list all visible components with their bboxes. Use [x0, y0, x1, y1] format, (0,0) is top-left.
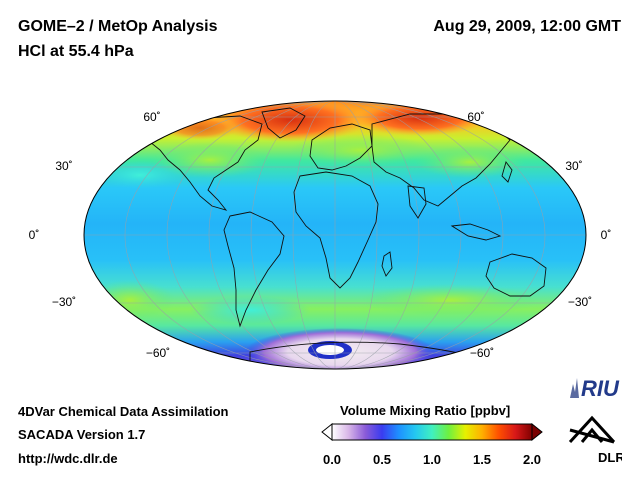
colorbar-tick-label: 2.0: [522, 452, 542, 467]
dlr-logo-text: DLR: [598, 450, 622, 465]
colorbar-title: Volume Mixing Ratio [ppbv]: [340, 403, 511, 418]
map-subtitle: HCl at 55.4 hPa: [18, 43, 134, 60]
colorbar-tick-label: 1.5: [472, 452, 492, 467]
lat-label-0-right: 0˚: [601, 228, 612, 242]
footer-url: http://wdc.dlr.de: [18, 451, 118, 466]
lat-label-30s-left: −30˚: [52, 295, 76, 309]
colorbar-tick-label: 0.0: [322, 452, 342, 467]
hcl-field: [84, 101, 586, 369]
world-map: 60˚ 60˚ 30˚ 30˚ 0˚ 0˚ −30˚ −30˚ −60˚ −60…: [29, 100, 612, 370]
lat-label-60s-right: −60˚: [470, 346, 494, 360]
dlr-emblem-icon: [568, 415, 616, 444]
lat-label-30n-left: 30˚: [55, 159, 72, 173]
colorbar-tick-label: 1.0: [422, 452, 442, 467]
lat-label-60n-left: 60˚: [143, 110, 160, 124]
colorbar-tick-label: 0.5: [372, 452, 392, 467]
analysis-datetime: Aug 29, 2009, 12:00 GMT: [433, 18, 621, 35]
lat-label-0-left: 0˚: [29, 228, 40, 242]
riu-logo-text: RIU: [581, 376, 620, 401]
colorbar: [321, 422, 543, 442]
map-title: GOME–2 / MetOp Analysis: [18, 18, 218, 35]
footer-method: 4DVar Chemical Data Assimilation: [18, 404, 229, 419]
colorbar-gradient: [331, 423, 533, 441]
riu-emblem-icon: [570, 378, 579, 398]
lat-label-60n-right: 60˚: [467, 110, 484, 124]
globe-outline: [83, 100, 587, 370]
lat-label-30n-right: 30˚: [565, 159, 582, 173]
riu-logo: RIU: [567, 372, 627, 407]
colorbar-min-arrow: [321, 422, 333, 442]
lat-label-60s-left: −60˚: [146, 346, 170, 360]
coastlines: [149, 107, 567, 369]
lat-label-30s-right: −30˚: [568, 295, 592, 309]
colorbar-max-arrow: [531, 422, 543, 442]
dlr-logo: DLR: [562, 410, 625, 470]
footer-version: SACADA Version 1.7: [18, 427, 146, 442]
